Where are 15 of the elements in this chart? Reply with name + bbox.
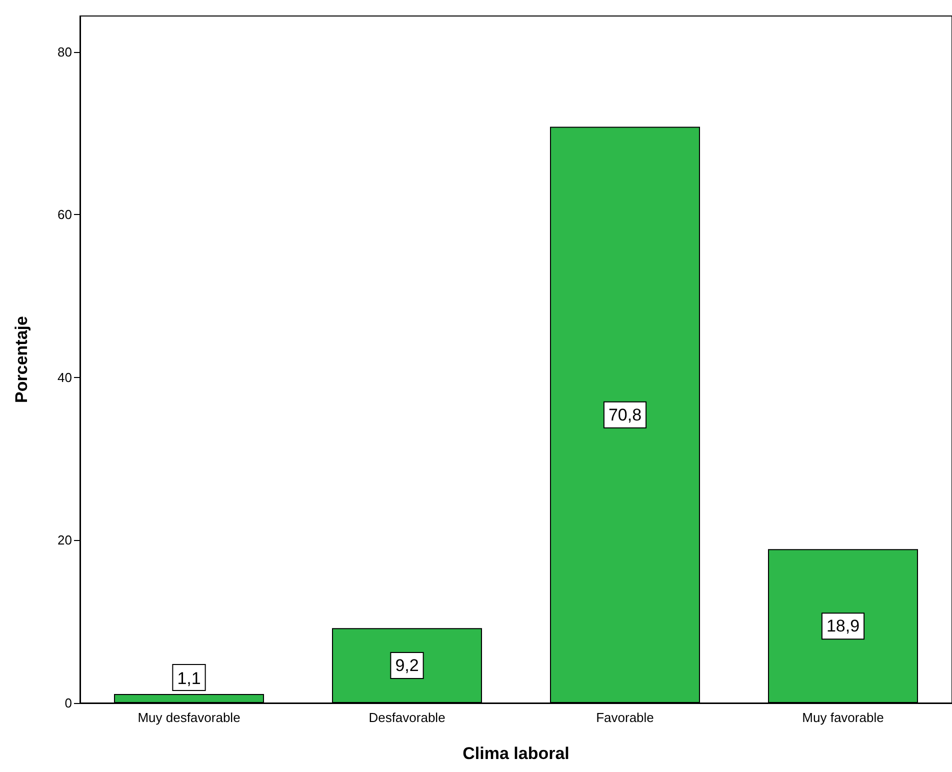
x-tick-label: Muy desfavorable bbox=[138, 710, 240, 725]
y-tick-label: 80 bbox=[58, 44, 72, 60]
data-label: 1,1 bbox=[177, 669, 201, 688]
y-axis-title: Porcentaje bbox=[12, 316, 31, 403]
x-axis-title: Clima laboral bbox=[462, 744, 570, 763]
x-tick-label: Desfavorable bbox=[368, 710, 446, 725]
data-label: 9,2 bbox=[395, 656, 419, 676]
y-tick-label: 0 bbox=[64, 696, 72, 710]
y-tick-label: 20 bbox=[58, 532, 72, 548]
y-tick-label: 60 bbox=[58, 207, 72, 222]
data-label: 18,9 bbox=[826, 616, 860, 636]
data-label: 70,8 bbox=[608, 405, 642, 424]
x-tick-label: Favorable bbox=[596, 710, 654, 725]
y-tick-label: 40 bbox=[58, 370, 72, 385]
x-tick-label: Muy favorable bbox=[802, 710, 884, 725]
